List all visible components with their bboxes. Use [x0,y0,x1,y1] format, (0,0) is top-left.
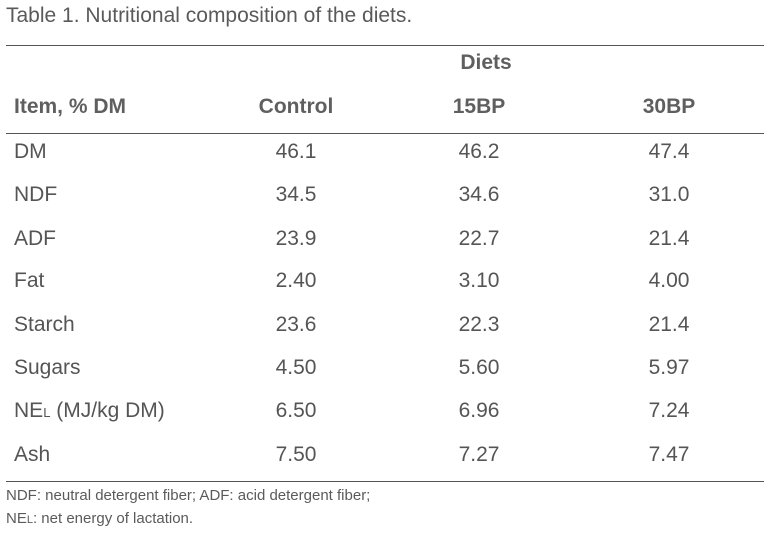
table-cell: 6.96 [458,399,500,422]
footnote-subscript: L [26,514,33,526]
item-column-header: Item, % DM [14,95,127,118]
table-cell: 6.50 [275,399,317,422]
footnote-line-2: NEL: net energy of lactation. [6,510,193,527]
item-subscript: L [43,405,51,420]
table-caption: Table 1. Nutritional composition of the … [6,4,413,27]
table-cell: 47.4 [648,140,690,163]
row-item-dm: DM [14,140,47,163]
item-text: (MJ/kg DM) [50,399,165,422]
top-rule [6,45,764,46]
table-cell: 21.4 [648,227,690,250]
table-cell: 4.50 [275,356,317,379]
row-item-ash: Ash [14,443,51,466]
table-cell: 22.3 [458,313,500,336]
row-item-nel: NEL (MJ/kg DM) [14,400,165,421]
table-cell: 34.6 [458,183,500,206]
item-text: NE [14,399,44,422]
table-cell: 7.24 [648,399,690,422]
header-rule [6,133,764,134]
table-cell: 3.10 [458,269,500,292]
table-cell: 2.40 [275,269,317,292]
column-header-control: Control [258,95,334,118]
row-item-sugars: Sugars [14,356,81,379]
bottom-rule [6,481,764,482]
table-cell: 4.00 [648,269,690,292]
table-cell: 21.4 [648,313,690,336]
table-cell: 7.47 [648,443,690,466]
row-item-fat: Fat [14,269,45,292]
table-cell: 23.6 [275,313,317,336]
column-header-30bp: 30BP [642,95,696,118]
column-header-15bp: 15BP [452,95,506,118]
row-item-starch: Starch [14,313,75,336]
table-cell: 7.50 [275,443,317,466]
table-cell: 23.9 [275,227,317,250]
table-cell: 22.7 [458,227,500,250]
table-cell: 31.0 [648,183,690,206]
table-cell: 46.1 [275,140,317,163]
table-cell: 46.2 [458,140,500,163]
table-cell: 5.60 [458,356,500,379]
footnote-text: NE [6,510,27,527]
table-cell: 34.5 [275,183,317,206]
row-item-ndf: NDF [14,183,58,206]
table-cell: 7.27 [458,443,500,466]
row-item-adf: ADF [14,227,56,250]
table-cell: 5.97 [648,356,690,379]
footnote-line-1: NDF: neutral detergent fiber; ADF: acid … [6,487,371,504]
diets-group-header: Diets [460,51,512,74]
footnote-text: : net energy of lactation. [32,510,194,527]
